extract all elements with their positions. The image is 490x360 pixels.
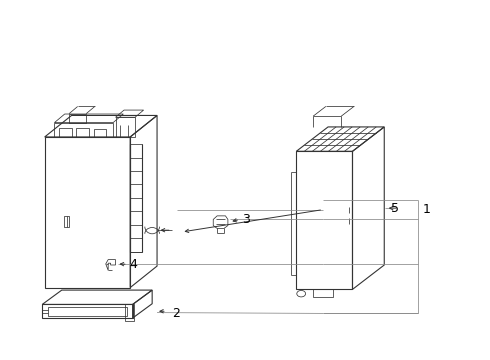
Bar bbox=[76, 129, 89, 137]
Bar bbox=[116, 117, 135, 137]
Bar bbox=[64, 216, 69, 226]
Bar bbox=[69, 114, 86, 123]
Text: 4: 4 bbox=[129, 258, 137, 271]
Text: 3: 3 bbox=[242, 213, 249, 226]
Bar bbox=[48, 307, 127, 316]
Text: 1: 1 bbox=[422, 203, 430, 216]
Bar bbox=[313, 289, 333, 297]
Bar bbox=[54, 123, 113, 137]
Text: 5: 5 bbox=[391, 202, 398, 215]
Bar bbox=[59, 129, 72, 137]
Bar bbox=[94, 129, 106, 137]
Bar bbox=[296, 151, 352, 289]
Bar bbox=[45, 137, 130, 288]
Text: 2: 2 bbox=[172, 307, 179, 320]
Bar bbox=[125, 304, 134, 321]
